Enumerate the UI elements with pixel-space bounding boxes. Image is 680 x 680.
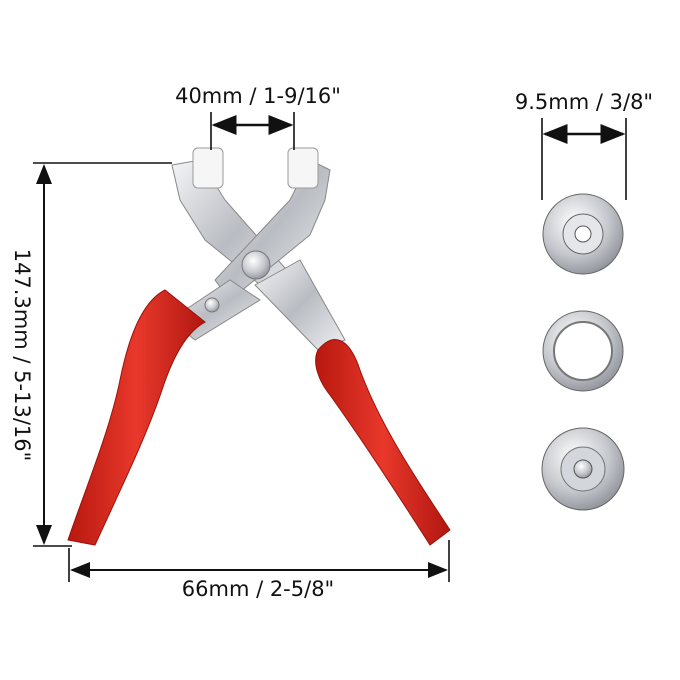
snap-stud bbox=[541, 427, 625, 511]
dimension-lines bbox=[33, 112, 627, 582]
right-die bbox=[287, 147, 319, 189]
left-die bbox=[192, 147, 224, 189]
snap-prong-ring bbox=[542, 310, 624, 392]
pivot-rivet bbox=[241, 250, 271, 280]
right-arm bbox=[254, 259, 346, 351]
width-label: 66mm / 2-5/8" bbox=[181, 577, 335, 601]
right-handle bbox=[315, 339, 451, 546]
snap-diameter-label: 9.5mm / 3/8" bbox=[514, 90, 654, 114]
height-label: 147.3mm / 5-13/16" bbox=[10, 248, 34, 462]
spring-rivet bbox=[204, 297, 220, 313]
snap-socket bbox=[542, 193, 624, 275]
pliers bbox=[67, 147, 451, 546]
jaw-opening-label: 40mm / 1-9/16" bbox=[175, 84, 341, 108]
left-handle bbox=[67, 289, 206, 546]
